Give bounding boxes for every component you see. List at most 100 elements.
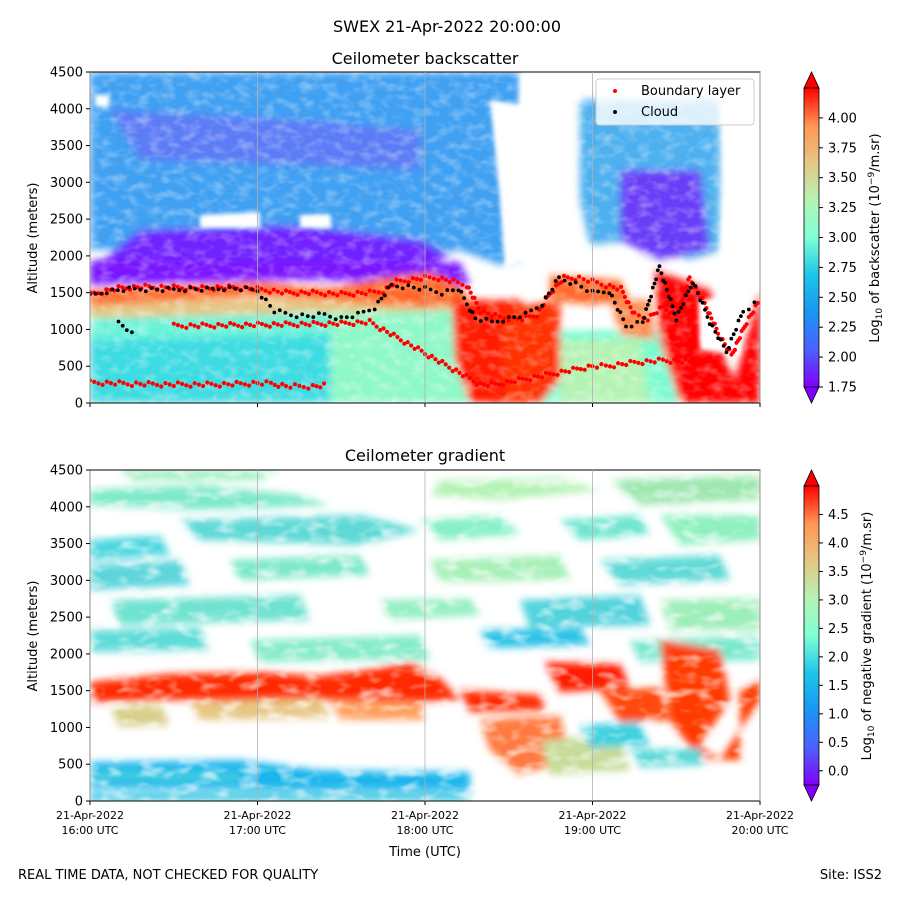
boundary-layer-marker — [200, 321, 205, 326]
boundary-layer-marker — [418, 277, 423, 282]
boundary-layer-marker — [585, 279, 591, 284]
cloud-marker — [93, 292, 98, 296]
cloud-marker — [294, 315, 299, 320]
cloud-marker — [120, 323, 125, 328]
cloud-marker — [333, 317, 338, 322]
cloud-marker — [160, 289, 165, 293]
cloud-marker — [719, 337, 723, 342]
boundary-layer-marker — [204, 322, 209, 327]
boundary-layer-marker — [171, 283, 176, 288]
site-label: Site: ISS2 — [819, 868, 882, 883]
cloud-marker — [350, 315, 355, 320]
cloud-marker — [411, 285, 416, 290]
cloud-marker — [495, 319, 500, 324]
gradient-colorbar-label: Log10 of negative gradient (10−9/m.sr) — [859, 512, 877, 761]
boundary-layer-marker — [506, 318, 511, 323]
boundary-layer-marker — [485, 383, 490, 389]
boundary-layer-marker — [188, 322, 193, 327]
boundary-layer-marker — [532, 373, 537, 378]
boundary-layer-marker — [687, 359, 692, 364]
boundary-layer-marker — [574, 366, 580, 371]
cloud-marker — [465, 302, 469, 307]
boundary-layer-marker — [414, 276, 419, 282]
boundary-layer-marker — [104, 287, 109, 292]
boundary-layer-marker — [376, 290, 381, 295]
cloud-marker — [300, 312, 305, 317]
boundary-layer-marker — [381, 326, 386, 331]
x-tick-label-date: 21-Apr-2022 — [558, 809, 626, 822]
cloud-marker — [361, 309, 366, 314]
boundary-layer-marker — [196, 325, 201, 330]
boundary-layer-marker — [454, 367, 459, 372]
y-tick-label: 1500 — [50, 684, 83, 699]
boundary-layer-marker — [201, 383, 206, 389]
boundary-layer-marker — [318, 385, 323, 390]
cloud-marker — [386, 285, 391, 290]
boundary-layer-marker — [485, 311, 490, 316]
cloud-marker — [674, 318, 679, 323]
boundary-layer-marker — [567, 369, 572, 375]
y-tick-label: 1500 — [50, 286, 83, 301]
cloud-marker — [289, 313, 293, 318]
boundary-layer-marker — [363, 292, 368, 297]
cloud-marker — [635, 320, 640, 324]
y-tick-label: 4000 — [50, 102, 83, 117]
boundary-layer-marker — [468, 290, 473, 295]
boundary-layer-marker — [478, 311, 483, 316]
boundary-layer-marker — [163, 381, 168, 386]
cloud-marker — [406, 283, 411, 288]
cloud-marker — [665, 287, 669, 292]
cloud-marker — [130, 330, 134, 335]
boundary-layer-marker — [120, 285, 125, 290]
boundary-layer-marker — [343, 320, 348, 325]
x-tick-label-time: 16:00 UTC — [61, 824, 118, 837]
boundary-layer-marker — [695, 361, 700, 366]
cloud-marker — [462, 296, 466, 300]
boundary-layer-marker — [259, 286, 264, 291]
boundary-layer-marker — [240, 325, 245, 330]
boundary-layer-marker — [680, 296, 686, 301]
cloud-marker — [121, 289, 126, 293]
boundary-layer-marker — [504, 378, 510, 384]
boundary-layer-marker — [384, 329, 390, 334]
boundary-layer-marker — [622, 294, 627, 300]
boundary-layer-marker — [200, 284, 205, 289]
boundary-layer-marker — [213, 383, 218, 388]
cloud-marker — [305, 314, 310, 319]
boundary-layer-marker — [628, 358, 633, 364]
boundary-layer-marker — [314, 384, 319, 389]
cloud-marker — [672, 311, 677, 316]
colorbar-tick-label: 2.50 — [828, 291, 857, 306]
colorbar-tick-label: 0.0 — [828, 764, 849, 779]
boundary-layer-marker — [450, 369, 455, 374]
cloud-marker — [640, 320, 645, 324]
boundary-layer-marker — [436, 360, 441, 365]
boundary-layer-marker — [259, 382, 265, 387]
y-tick-label: 3500 — [50, 139, 83, 154]
gradient-y-axis: 0 500 1000 1500 2000 2500 3000 3500 4000 4500 — [50, 464, 90, 810]
cloud-marker — [534, 306, 539, 310]
boundary-layer-marker — [516, 376, 521, 381]
boundary-layer-marker — [603, 363, 609, 368]
boundary-layer-marker — [215, 284, 220, 289]
cloud-marker — [615, 308, 620, 312]
boundary-layer-marker — [431, 276, 436, 281]
boundary-layer-marker — [236, 323, 241, 328]
boundary-layer-marker — [184, 383, 189, 388]
y-tick-label: 1000 — [50, 721, 83, 736]
boundary-layer-marker — [539, 375, 545, 380]
cloud-marker — [512, 315, 517, 320]
boundary-layer-marker — [184, 325, 189, 330]
cloud-marker — [691, 281, 695, 286]
cloud-marker — [752, 300, 757, 305]
boundary-layer-marker — [238, 381, 243, 386]
boundary-layer-marker — [667, 311, 672, 316]
boundary-layer-marker — [636, 360, 641, 365]
cloud-marker — [344, 315, 349, 320]
cloud-marker — [439, 292, 444, 297]
boundary-layer-marker — [146, 380, 151, 385]
boundary-layer-marker — [460, 374, 466, 379]
cloud-marker — [676, 309, 681, 314]
boundary-layer-marker — [263, 288, 268, 293]
cloud-marker — [693, 284, 698, 288]
